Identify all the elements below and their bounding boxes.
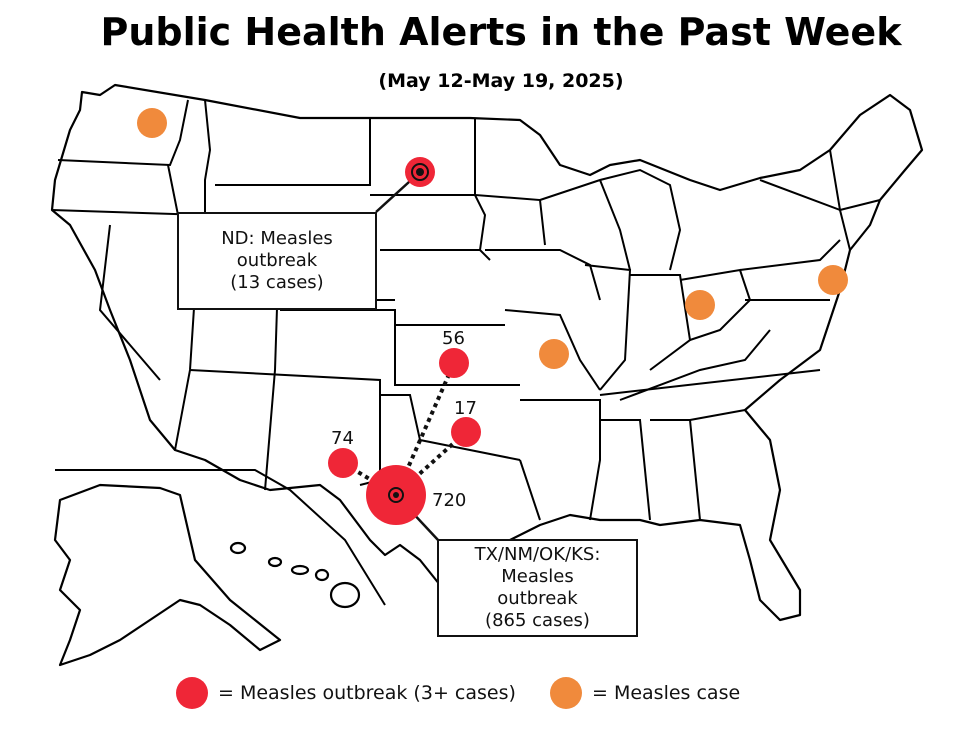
nd-callout-box: ND: Measles outbreak (13 cases) — [177, 212, 377, 310]
tx-callout-line1: TX/NM/OK/KS: — [474, 544, 601, 565]
nd-callout-line3: (13 cases) — [230, 272, 324, 293]
case-marker-missouri — [539, 339, 569, 369]
legend-case: = Measles case — [550, 676, 740, 710]
case-marker-washington — [137, 108, 167, 138]
case-marker-ohio — [685, 290, 715, 320]
texas-target-ring — [388, 487, 404, 503]
alaska-outline — [53, 483, 282, 667]
count-label-oklahoma: 17 — [454, 398, 477, 419]
legend-outbreak-label: = Measles outbreak (3+ cases) — [218, 682, 516, 704]
count-label-new-mexico: 74 — [331, 428, 354, 449]
nd-callout-line1: ND: Measles — [221, 228, 333, 249]
tx-callout-line3: outbreak — [497, 588, 578, 609]
tx-callout-line2: Measles — [501, 566, 574, 587]
hawaii-islands — [229, 541, 361, 609]
state-borders — [51, 99, 881, 521]
tx-callout-box: TX/NM/OK/KS: Measles outbreak (865 cases… — [437, 539, 638, 637]
alaska-inset-border — [55, 469, 386, 606]
outbreak-markers — [328, 157, 481, 525]
outbreak-marker-kansas — [439, 348, 469, 378]
case-marker-new-jersey — [818, 265, 848, 295]
map-title: Public Health Alerts in the Past Week — [100, 10, 902, 54]
legend-outbreak-swatch — [176, 677, 208, 709]
map-subtitle: (May 12-May 19, 2025) — [378, 70, 624, 92]
measles-case-markers — [137, 108, 848, 369]
nd-target-ring — [411, 163, 429, 181]
nd-callout-line2: outbreak — [236, 250, 318, 271]
legend-outbreak: = Measles outbreak (3+ cases) — [176, 676, 516, 710]
nd-target-center — [416, 168, 424, 176]
outbreak-marker-new-mexico — [328, 448, 358, 478]
count-label-texas: 720 — [432, 490, 467, 511]
legend-case-swatch — [550, 677, 582, 709]
outbreak-marker-oklahoma — [451, 417, 481, 447]
tx-callout-line4: (865 cases) — [485, 610, 590, 631]
legend-case-label: = Measles case — [592, 682, 741, 704]
texas-target-center — [393, 492, 399, 498]
count-label-kansas: 56 — [442, 328, 465, 349]
